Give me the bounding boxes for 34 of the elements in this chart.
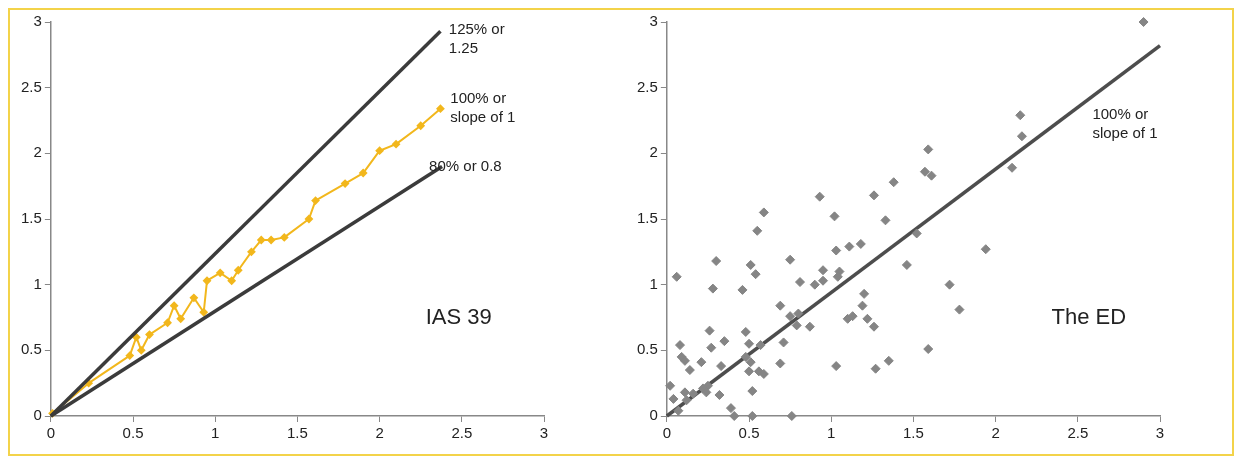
y-tick-label: 0.5 — [636, 340, 658, 358]
y-tick-label: 2 — [649, 143, 658, 161]
y-tick-label: 2 — [33, 143, 42, 161]
y-tick-label: 1.5 — [20, 209, 42, 227]
y-tick-label: 2.5 — [20, 77, 42, 95]
annotation: 100% or slope of 1 — [450, 89, 516, 126]
x-tick-label: 2 — [991, 424, 1000, 442]
x-tick-label: 2 — [375, 424, 384, 442]
y-tick-label: 2.5 — [636, 77, 658, 95]
x-tick-label: 2.5 — [451, 424, 473, 442]
x-tick-label: 0.5 — [738, 424, 760, 442]
x-tick-label: 1.5 — [903, 424, 924, 442]
annotation: IAS 39 — [425, 303, 492, 329]
y-tick-label: 3 — [649, 12, 658, 30]
x-tick-label: 0 — [662, 424, 672, 442]
x-tick-label: 1 — [827, 424, 836, 442]
x-tick-label: 0 — [46, 424, 56, 442]
y-tick-label: 0 — [649, 406, 658, 424]
y-tick-label: 0 — [33, 406, 42, 424]
x-tick-label: 2.5 — [1067, 424, 1089, 442]
x-tick-label: 1.5 — [287, 424, 308, 442]
annotation: 100% or slope of 1 — [1092, 105, 1158, 142]
annotation: 80% or 0.8 — [429, 156, 502, 174]
y-tick-label: 1 — [33, 274, 42, 292]
x-tick-label: 3 — [539, 424, 549, 442]
y-tick-label: 3 — [33, 12, 42, 30]
annotation: The ED — [1051, 303, 1127, 329]
x-tick-label: 3 — [1155, 424, 1165, 442]
y-tick-label: 1 — [649, 274, 658, 292]
x-tick-label: 1 — [211, 424, 220, 442]
annotation: 125% or 1.25 — [448, 20, 505, 57]
y-tick-label: 0.5 — [20, 340, 42, 358]
x-tick-label: 0.5 — [122, 424, 144, 442]
y-tick-label: 1.5 — [636, 209, 658, 227]
